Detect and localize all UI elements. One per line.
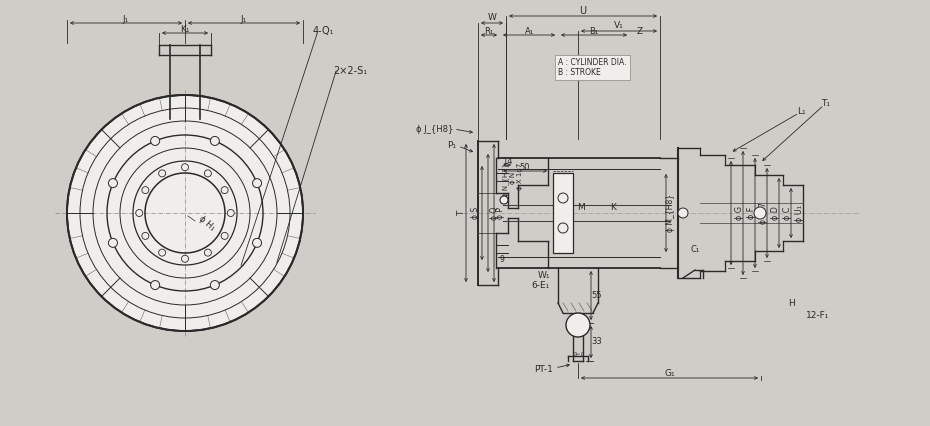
Text: ϕ N_{H7}: ϕ N_{H7} — [502, 163, 510, 197]
Text: PT-1: PT-1 — [534, 365, 553, 374]
Text: 2×2-S₁: 2×2-S₁ — [333, 66, 367, 76]
Text: G₁: G₁ — [664, 369, 675, 378]
Text: B₁: B₁ — [590, 26, 599, 35]
Text: n: n — [573, 351, 578, 355]
Circle shape — [159, 249, 166, 256]
Circle shape — [210, 136, 219, 145]
Text: ϕ F: ϕ F — [747, 207, 756, 219]
Text: K: K — [610, 204, 616, 213]
Circle shape — [221, 232, 228, 239]
Text: W: W — [487, 14, 497, 23]
Circle shape — [109, 239, 117, 248]
Text: V₁: V₁ — [614, 21, 624, 31]
Text: Z: Z — [637, 26, 643, 35]
Text: A : CYLINDER DIA.
B : STROKE: A : CYLINDER DIA. B : STROKE — [558, 58, 627, 78]
Text: U: U — [579, 6, 587, 16]
Circle shape — [253, 239, 261, 248]
Text: ϕ P: ϕ P — [496, 207, 505, 219]
Text: L₁: L₁ — [797, 106, 805, 115]
Text: ϕ D: ϕ D — [771, 206, 780, 220]
Text: T₁: T₁ — [821, 98, 830, 107]
Text: R₁: R₁ — [485, 26, 494, 35]
Text: ϕ J_{H8}: ϕ J_{H8} — [416, 124, 453, 133]
Text: 14: 14 — [502, 156, 512, 165]
Text: ϕ G: ϕ G — [735, 206, 744, 220]
Text: ϕ H₁: ϕ H₁ — [197, 214, 217, 232]
Text: 50: 50 — [520, 162, 530, 172]
Text: W₁: W₁ — [538, 271, 550, 280]
Text: n: n — [580, 351, 586, 355]
Circle shape — [227, 210, 234, 216]
Circle shape — [221, 187, 228, 194]
Text: P₁: P₁ — [447, 141, 456, 150]
Text: ϕ X 1g7: ϕ X 1g7 — [517, 162, 523, 190]
Circle shape — [558, 193, 568, 203]
Text: ϕ Eh7: ϕ Eh7 — [759, 202, 768, 224]
Text: 55: 55 — [591, 291, 603, 299]
Text: H: H — [788, 299, 794, 308]
Text: ϕ C: ϕ C — [783, 206, 792, 220]
Text: C₁: C₁ — [690, 245, 699, 254]
Circle shape — [558, 223, 568, 233]
Text: ϕ S: ϕ S — [471, 207, 480, 219]
Circle shape — [142, 187, 149, 194]
Text: J₁: J₁ — [241, 14, 247, 23]
Text: 9: 9 — [499, 256, 504, 265]
Text: 4-Q₁: 4-Q₁ — [313, 26, 335, 36]
Polygon shape — [553, 173, 573, 253]
Text: K₁: K₁ — [180, 25, 190, 34]
Circle shape — [109, 178, 117, 187]
Circle shape — [754, 207, 766, 219]
Circle shape — [253, 178, 261, 187]
Text: 12-F₁: 12-F₁ — [806, 311, 830, 320]
Circle shape — [67, 95, 303, 331]
Circle shape — [151, 136, 160, 145]
Circle shape — [210, 281, 219, 290]
Text: ϕ Q: ϕ Q — [490, 206, 499, 220]
Circle shape — [151, 281, 160, 290]
Text: 6-E₁: 6-E₁ — [532, 282, 550, 291]
Text: M: M — [578, 204, 585, 213]
Circle shape — [566, 313, 590, 337]
Circle shape — [136, 210, 142, 216]
Circle shape — [181, 255, 189, 262]
Circle shape — [159, 170, 166, 177]
Text: T: T — [457, 210, 466, 216]
Text: ϕ N: ϕ N — [510, 172, 516, 184]
Text: J₁: J₁ — [123, 14, 129, 23]
Circle shape — [205, 170, 211, 177]
Text: ϕ U₁: ϕ U₁ — [795, 204, 804, 222]
Text: ϕ M_{H8}: ϕ M_{H8} — [666, 194, 674, 232]
Circle shape — [500, 196, 508, 204]
Circle shape — [205, 249, 211, 256]
Circle shape — [678, 208, 688, 218]
Circle shape — [181, 164, 189, 171]
Circle shape — [142, 232, 149, 239]
Text: A₁: A₁ — [525, 26, 534, 35]
Text: T: T — [577, 351, 581, 355]
Text: 33: 33 — [591, 337, 603, 346]
